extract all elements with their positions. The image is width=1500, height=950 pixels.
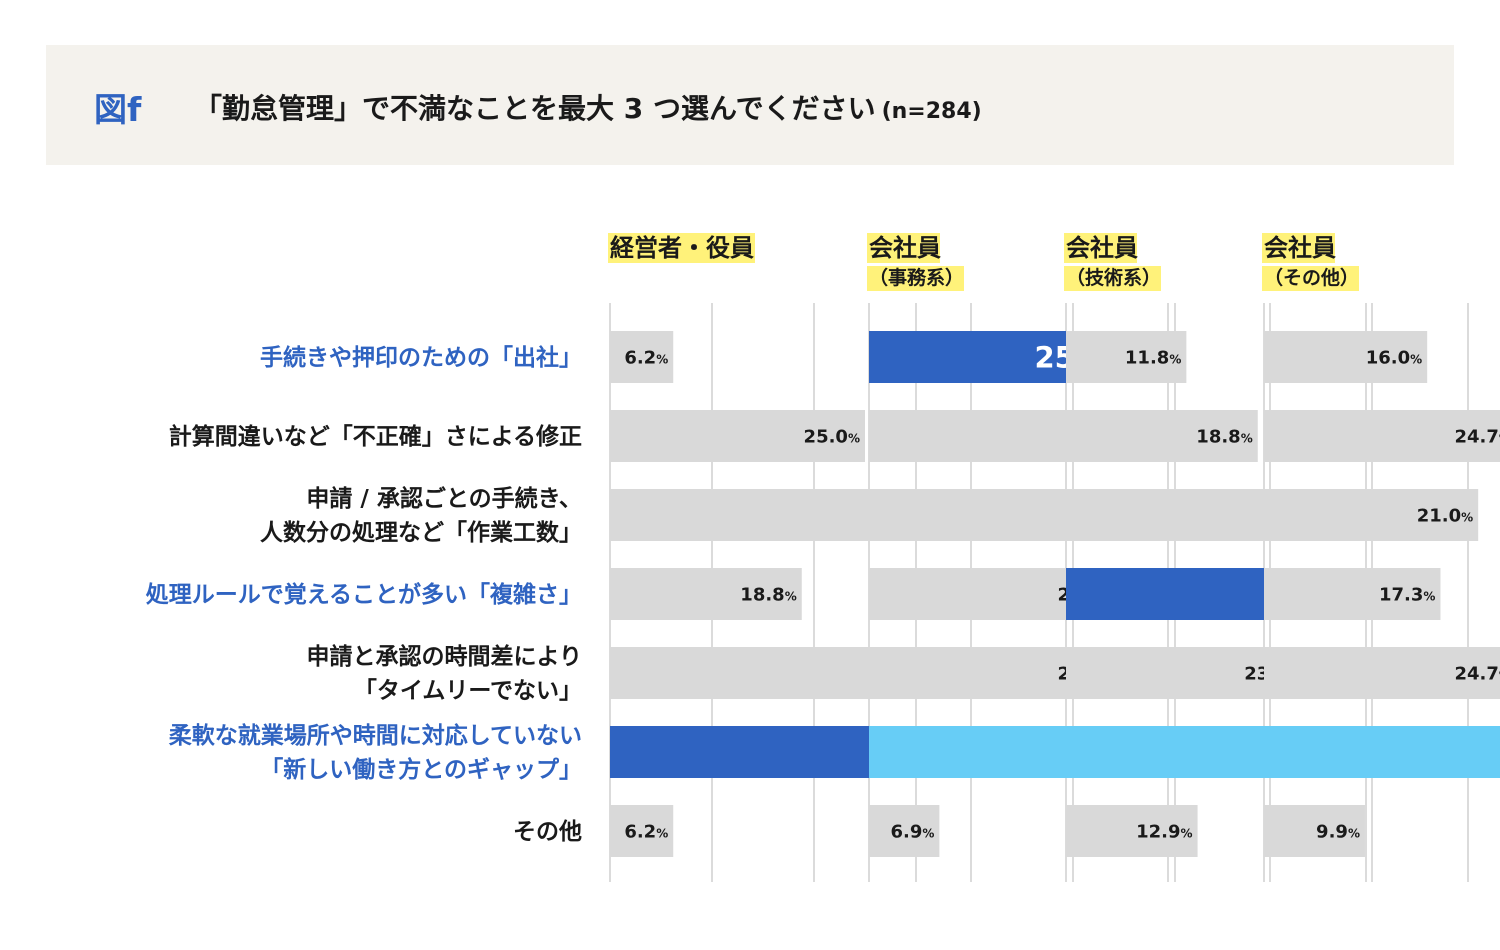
series-header: 会社員 <box>869 234 941 262</box>
bar <box>1264 647 1500 699</box>
bar <box>1066 410 1258 462</box>
data-label: 12.9% <box>1136 821 1192 842</box>
category-label: 申請 / 承認ごとの手続き、人数分の処理など「作業工数」 <box>260 485 582 546</box>
bar <box>610 805 674 857</box>
chart-title-text: 「勤怠管理」で不満なことを最大 3 つ選んでください <box>194 92 876 125</box>
chart-title: 「勤怠管理」で不満なことを最大 3 つ選んでください (n=284) <box>194 87 982 127</box>
data-label: 24.7% <box>1454 663 1500 684</box>
series-header: （技術系） <box>1066 266 1161 289</box>
data-label: 18.8% <box>1196 426 1252 447</box>
series-header: （事務系） <box>869 266 964 289</box>
bar <box>1264 489 1479 541</box>
bar <box>1264 410 1500 462</box>
series-header: （その他） <box>1264 266 1359 289</box>
bar <box>869 805 940 857</box>
category-label: 計算間違いなど「不正確」さによる修正 <box>169 423 582 450</box>
category-label: 柔軟な就業場所や時間に対応していない「新しい働き方とのギャップ」 <box>169 722 582 783</box>
category-label: その他 <box>513 819 582 845</box>
legend-highlight <box>867 266 964 291</box>
data-label: 6.9% <box>890 821 934 842</box>
bar <box>1264 568 1441 620</box>
legend-highlight <box>608 233 755 263</box>
data-label: 17.3% <box>1379 584 1435 605</box>
bar <box>1066 331 1187 383</box>
bar <box>610 331 674 383</box>
bar <box>1264 331 1428 383</box>
sample-size: (n=284) <box>881 99 982 124</box>
bar <box>610 410 865 462</box>
bar <box>1264 805 1365 857</box>
legend-highlight <box>1262 233 1335 263</box>
data-label: 18.8% <box>740 584 796 605</box>
legend-highlight <box>1262 266 1359 291</box>
title-banner: 図f 「勤怠管理」で不満なことを最大 3 つ選んでください (n=284) <box>46 45 1454 165</box>
bar <box>610 568 802 620</box>
bar <box>1066 805 1198 857</box>
data-label: 9.9% <box>1316 821 1360 842</box>
series-header: 会社員 <box>1264 234 1336 262</box>
series-header: 経営者・役員 <box>610 234 754 262</box>
data-label: 11.8% <box>1125 347 1181 368</box>
data-label: 6.2% <box>624 347 668 368</box>
data-label: 24.7% <box>1454 426 1500 447</box>
category-label: 申請と承認の時間差により「タイムリーでない」 <box>306 643 582 704</box>
bar <box>1264 726 1500 778</box>
legend-highlight <box>1064 266 1161 291</box>
series-header: 会社員 <box>1066 234 1138 262</box>
legend-highlight <box>1064 233 1137 263</box>
figure-label: 図f <box>94 90 142 129</box>
data-label: 21.0% <box>1417 505 1473 526</box>
category-label: 手続きや押印のための「出社」 <box>260 344 582 371</box>
data-label: 25.0% <box>804 426 860 447</box>
data-label: 6.2% <box>624 821 668 842</box>
data-label: 16.0% <box>1366 347 1422 368</box>
legend-highlight <box>867 233 940 263</box>
category-label: 処理ルールで覚えることが多い「複雑さ」 <box>146 581 582 608</box>
